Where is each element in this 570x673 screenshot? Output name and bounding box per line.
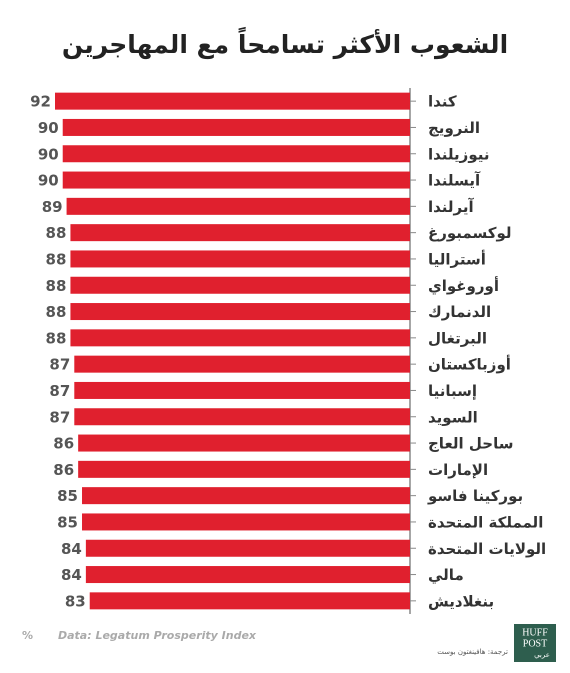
- logo-text: POST: [523, 638, 547, 649]
- y-tick-label: بنغلاديش: [428, 592, 494, 610]
- y-tick-label: إسبانيا: [428, 382, 477, 400]
- bar: [62, 145, 410, 163]
- chart-title: الشعوب الأكثر تسامحاً مع المهاجرين: [62, 27, 508, 60]
- bar: [70, 303, 410, 321]
- bar: [70, 276, 410, 294]
- bar: [74, 381, 410, 399]
- credit: ترجمة: هافينغتون بوست: [437, 648, 508, 656]
- bar: [74, 408, 410, 426]
- value-label: 88: [46, 224, 67, 242]
- bar: [82, 513, 411, 531]
- y-tick-label: الولايات المتحدة: [428, 540, 546, 558]
- y-tick-label: السويد: [428, 408, 478, 426]
- bar: [70, 250, 410, 268]
- bar: [85, 539, 410, 557]
- value-label: 86: [53, 435, 74, 453]
- unit-note: %: [22, 629, 33, 642]
- bar: [62, 171, 410, 189]
- logo-text: HUFF: [522, 627, 548, 638]
- bar: [55, 92, 410, 110]
- bar: [85, 566, 410, 584]
- bar: [78, 460, 411, 478]
- value-label: 87: [49, 382, 70, 400]
- y-tick-label: الدنمارك: [428, 303, 491, 321]
- y-tick-label: البرتغال: [428, 329, 487, 347]
- bar: [89, 592, 410, 610]
- y-tick-label: المملكة المتحدة: [428, 513, 543, 531]
- bar: [70, 329, 410, 347]
- value-label: 88: [46, 277, 67, 295]
- value-label: 85: [57, 513, 78, 531]
- y-tick-label: أستراليا: [428, 249, 486, 268]
- value-label: 90: [38, 119, 59, 137]
- bar: [74, 355, 410, 373]
- logo-text: عربي: [534, 651, 550, 659]
- y-tick-label: لوكسمبورغ: [428, 224, 512, 242]
- y-tick-label: نيوزيلندا: [428, 145, 489, 163]
- value-label: 90: [38, 145, 59, 163]
- bar: [70, 224, 410, 242]
- value-label: 85: [57, 487, 78, 505]
- y-tick-label: آيرلندا: [428, 198, 475, 216]
- y-tick-label: ساحل العاج: [428, 435, 514, 453]
- value-label: 84: [61, 566, 82, 584]
- logo-box: [514, 624, 556, 662]
- value-label: 87: [49, 356, 70, 374]
- y-tick-label: كندا: [428, 93, 457, 111]
- y-tick-label: الإمارات: [428, 461, 488, 479]
- y-tick-label: أوزباكستان: [428, 355, 511, 374]
- source: Data: Legatum Prosperity Index: [58, 629, 257, 642]
- value-label: 88: [46, 329, 67, 347]
- bar: [62, 118, 410, 136]
- y-tick-label: أوروغواي: [428, 276, 499, 296]
- bar: [82, 487, 411, 505]
- y-tick-label: آيسلندا: [428, 172, 481, 190]
- y-tick-label: مالي: [428, 566, 464, 584]
- y-tick-label: النرويج: [428, 119, 480, 137]
- value-label: 89: [42, 198, 63, 216]
- value-label: 92: [30, 93, 51, 111]
- y-tick-label: بوركينا فاسو: [427, 487, 523, 505]
- value-label: 86: [53, 461, 74, 479]
- bar: [66, 197, 411, 215]
- value-label: 88: [46, 250, 67, 268]
- value-label: 84: [61, 540, 82, 558]
- value-label: 87: [49, 408, 70, 426]
- value-label: 90: [38, 172, 59, 190]
- bar: [78, 434, 411, 452]
- value-label: 88: [46, 303, 67, 321]
- value-label: 83: [65, 592, 86, 610]
